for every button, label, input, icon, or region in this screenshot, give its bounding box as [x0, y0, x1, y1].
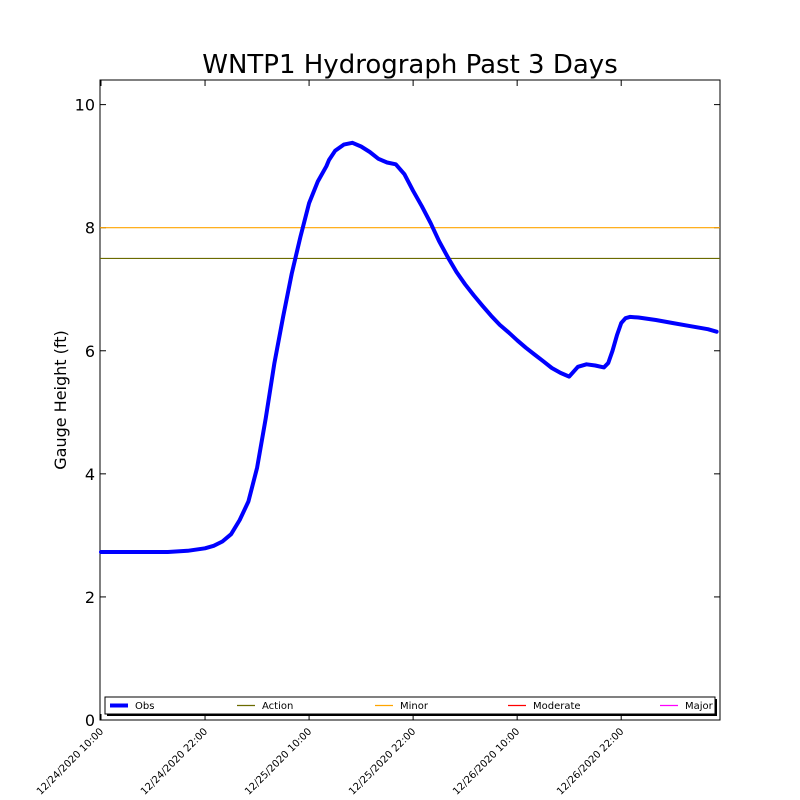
legend-box: [104, 696, 716, 715]
plot-area: [99, 79, 721, 721]
y-tick-label: 6: [85, 342, 95, 361]
x-tick-label: 12/26/2020 22:00: [555, 726, 626, 797]
x-tick-label: 12/24/2020 22:00: [139, 726, 210, 797]
y-tick-label: 2: [85, 588, 95, 607]
legend-label-major: Major: [685, 701, 714, 712]
legend-label-minor: Minor: [400, 701, 429, 712]
chart-title: WNTP1 Hydrograph Past 3 Days: [202, 50, 618, 80]
x-tick-label: 12/25/2020 22:00: [347, 726, 418, 797]
x-tick-label: 12/25/2020 10:00: [243, 726, 314, 797]
obs-series: [99, 140, 719, 554]
legend-label-moderate: Moderate: [533, 701, 581, 712]
y-axis-label: Gauge Height (ft): [51, 330, 70, 470]
y-tick-label: 0: [85, 711, 95, 730]
x-tick-label: 12/24/2020 10:00: [35, 726, 106, 797]
y-tick-label: 8: [85, 219, 95, 238]
legend-label-obs: Obs: [135, 701, 154, 712]
obs-line: [99, 140, 719, 554]
legend: Obs Action Minor Moderate Major: [104, 696, 717, 716]
y-tick-label: 4: [85, 465, 95, 484]
legend-label-action: Action: [262, 701, 293, 712]
x-tick-label: 12/26/2020 10:00: [451, 726, 522, 797]
y-tick-label: 10: [75, 96, 95, 115]
threshold-lines: [100, 227, 720, 260]
